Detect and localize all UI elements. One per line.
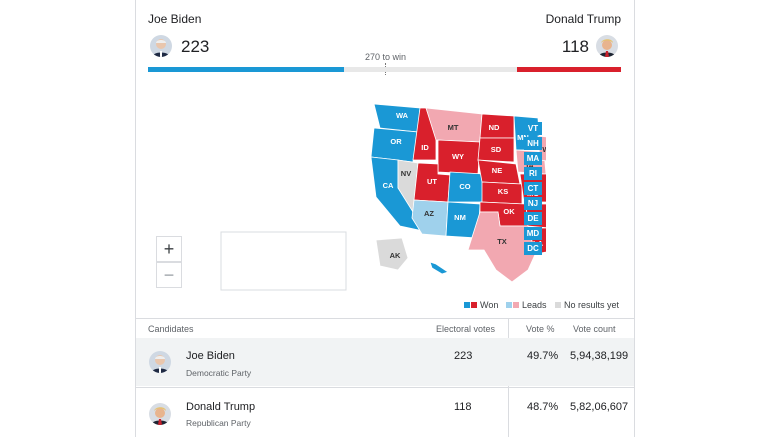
- state-label-hi: HI: [442, 273, 450, 282]
- biden-row-avatar: [149, 351, 171, 373]
- state-hi[interactable]: [429, 261, 449, 275]
- col-candidates: Candidates: [148, 324, 194, 334]
- state-label-co: CO: [459, 182, 470, 191]
- biden-progress-bar: [148, 67, 344, 72]
- ne-state-box-vt[interactable]: VT: [524, 122, 542, 135]
- state-sd[interactable]: [477, 137, 515, 163]
- state-label-ia: IA: [526, 161, 534, 170]
- progress-track: [148, 67, 621, 72]
- election-results-card: Joe Biden Donald Trump 223 118 270 to wi…: [135, 0, 635, 437]
- row-divider: [136, 387, 634, 388]
- row-electoral: 223: [454, 350, 473, 362]
- state-label-mn: MN: [517, 133, 529, 142]
- state-label-ak: AK: [390, 251, 401, 260]
- state-label-az: AZ: [424, 209, 434, 218]
- biden-avatar: [150, 35, 172, 57]
- legend-won: Won: [464, 300, 498, 310]
- row-electoral: 118: [454, 401, 472, 413]
- row-vote-count: 5,94,38,199: [570, 350, 629, 362]
- row-candidate-name: Donald Trump: [186, 401, 256, 413]
- row-party: Democratic Party: [186, 368, 252, 378]
- legend-leads: Leads: [506, 300, 547, 310]
- state-ak[interactable]: [375, 237, 409, 271]
- trump-header-name: Donald Trump: [545, 12, 621, 26]
- biden-electoral-count: 223: [181, 37, 210, 56]
- legend-no-results: No results yet: [555, 300, 619, 310]
- trump-electoral-count: 118: [561, 37, 589, 56]
- state-az[interactable]: [411, 199, 449, 237]
- inset-frame: [220, 231, 347, 291]
- trump-avatar: [596, 35, 618, 57]
- state-label-id: ID: [421, 143, 429, 152]
- state-label-ne: NE: [492, 166, 502, 175]
- zoom-out-button[interactable]: −: [156, 262, 182, 288]
- ne-state-box-ma[interactable]: MA: [524, 152, 542, 165]
- row-vote-pct: 48.7%: [527, 401, 559, 413]
- ne-state-box-md[interactable]: MD: [524, 227, 542, 240]
- ne-state-box-ri[interactable]: RI: [524, 167, 542, 180]
- ne-state-box-dc[interactable]: DC: [524, 242, 542, 255]
- state-label-nd: ND: [489, 123, 500, 132]
- state-label-wa: WA: [396, 111, 409, 120]
- us-electoral-map[interactable]: WAORCANVIDMTWYUTAZCONMNDSDNEKSOKTXMNIAMO…: [216, 98, 546, 293]
- row-party: Republican Party: [186, 418, 251, 428]
- state-label-ks: KS: [498, 187, 508, 196]
- state-label-sd: SD: [491, 145, 502, 154]
- table-row[interactable]: Donald Trump Republican Party 118 48.7% …: [136, 388, 634, 436]
- trump-progress-bar: [517, 67, 621, 72]
- state-label-wy: WY: [452, 152, 464, 161]
- table-row[interactable]: Joe Biden Democratic Party 223 49.7% 5,9…: [136, 338, 634, 386]
- table-top-divider: [136, 318, 634, 319]
- ne-state-box-de[interactable]: DE: [524, 212, 542, 225]
- ne-state-box-ct[interactable]: CT: [524, 182, 542, 195]
- col-vote-count: Vote count: [573, 324, 616, 334]
- state-label-tx: TX: [497, 237, 507, 246]
- to-win-label: 270 to win: [365, 52, 407, 62]
- row-candidate-name: Joe Biden: [186, 350, 235, 362]
- trump-row-avatar: [149, 403, 171, 425]
- state-label-or: OR: [390, 137, 402, 146]
- state-label-mt: MT: [448, 123, 459, 132]
- ne-state-box-nh[interactable]: NH: [524, 137, 542, 150]
- state-label-ut: UT: [427, 177, 437, 186]
- col-electoral: Electoral votes: [436, 324, 496, 334]
- state-label-ca: CA: [383, 181, 394, 190]
- col-vote-pct: Vote %: [526, 324, 555, 334]
- state-tx[interactable]: [467, 211, 539, 283]
- state-label-ok: OK: [503, 207, 515, 216]
- state-label-wi: WI: [542, 145, 546, 154]
- zoom-in-button[interactable]: +: [156, 236, 182, 262]
- biden-header-name: Joe Biden: [148, 12, 202, 26]
- row-vote-count: 5,82,06,607: [570, 401, 629, 413]
- state-label-nm: NM: [454, 213, 466, 222]
- ne-state-box-nj[interactable]: NJ: [524, 197, 542, 210]
- row-vote-pct: 49.7%: [527, 350, 559, 362]
- state-label-nv: NV: [401, 169, 411, 178]
